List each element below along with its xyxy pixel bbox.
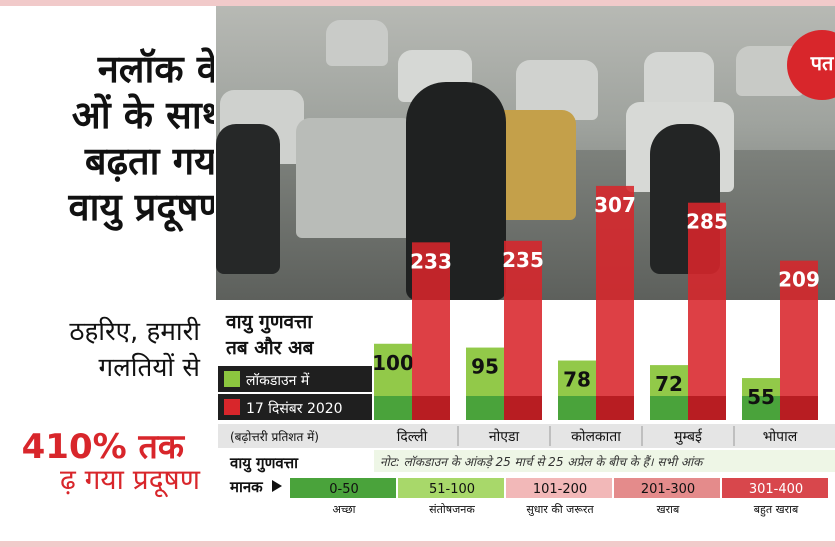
legend-label-dec17: 17 दिसंबर 2020 — [246, 400, 343, 417]
bar-base-0-4 — [742, 396, 780, 420]
triangle-arrow-icon — [272, 480, 282, 492]
data-label-1-0: 233 — [410, 249, 452, 273]
standard-label-1: संतोषजनक — [429, 503, 475, 516]
data-label-1-2: 307 — [594, 193, 636, 217]
category-label-0: दिल्ली — [397, 428, 428, 445]
note-band — [374, 450, 835, 472]
data-label-1-3: 285 — [686, 210, 728, 234]
data-label-0-1: 95 — [471, 355, 499, 379]
category-labels: दिल्ली नोएडा कोलकाता मुम्बई भोपाल — [397, 426, 798, 446]
bar-base-1-4 — [780, 396, 818, 420]
legend-item-1-bg — [218, 366, 372, 392]
standard-swatch-2 — [506, 478, 612, 498]
data-label-0-2: 78 — [563, 368, 591, 392]
standard-range-1: 51-100 — [429, 482, 475, 497]
bar-base-1-0 — [412, 396, 450, 420]
standard-title-line-2: मानक — [229, 478, 264, 496]
standard-range-3: 201-300 — [641, 482, 695, 497]
standard-swatch-3 — [614, 478, 720, 498]
standard-scale: 0-50 अच्छा 51-100 संतोषजनक 101-200 सुधार की ज… — [290, 478, 828, 517]
bar-base-0-0 — [374, 396, 412, 420]
headline-line-3: बढ़ता गया — [84, 139, 214, 183]
car-shape — [326, 20, 388, 66]
standard-title-line-1: वायु गुणवत्ता — [229, 454, 299, 473]
headline-line-4: वायु प्रदूषण — [68, 185, 214, 229]
data-label-0-4: 55 — [747, 385, 775, 409]
headline-line-2: ओं के साथ — [71, 93, 214, 137]
headline-panel: नलॉक के ओं के साथ बढ़ता गया वायु प्रदूषण… — [0, 6, 214, 541]
bar-base-1-2 — [596, 396, 634, 420]
subtext-line-2: गलतियों से — [98, 353, 200, 383]
bar-1-3 — [688, 202, 726, 420]
bar-group: 100 233 95 235 78 307 72 285 55 209 — [372, 185, 820, 420]
category-label-1: नोएडा — [489, 428, 520, 445]
standard-swatch-4 — [722, 478, 828, 498]
subtext-line-1: ठहरिए, हमारी — [69, 317, 200, 347]
headline: नलॉक के ओं के साथ बढ़ता गया वायु प्रदूषण — [0, 46, 214, 230]
bar-base-1-3 — [688, 396, 726, 420]
data-label-1-4: 209 — [778, 268, 820, 292]
legend-item-2-bg — [218, 394, 372, 420]
legend-title-line-1: वायु गुणवत्ता — [225, 311, 313, 334]
standard-label-3: खराब — [657, 503, 680, 516]
standard-range-2: 101-200 — [533, 482, 587, 497]
bar-1-1 — [504, 240, 542, 420]
headline-line-1: नलॉक के — [97, 47, 214, 91]
car-shape — [296, 118, 416, 238]
bar-1-4 — [780, 260, 818, 420]
legend-swatch-lockdown — [224, 371, 240, 387]
standard-label-4: बहुत खराब — [754, 503, 799, 517]
subtext-percent: 410% तक — [21, 427, 184, 467]
category-label-2: कोलकाता — [571, 428, 621, 445]
axis-band — [218, 424, 835, 448]
standard-label-2: सुधार की जरूरत — [526, 503, 594, 516]
legend-label-lockdown: लॉकडाउन में — [246, 372, 310, 389]
subtext-line-3: ढ़ गया प्रदूषण — [59, 463, 200, 496]
data-label-0-0: 100 — [372, 351, 414, 375]
category-label-3: मुम्बई — [674, 428, 703, 445]
footnote: नोट: लॉकडाउन के आंकड़े 25 मार्च से 25 अप… — [380, 455, 705, 469]
motorcycle-rider-shape — [216, 124, 280, 274]
data-label-0-3: 72 — [655, 372, 683, 396]
bar-base-1-1 — [504, 396, 542, 420]
bar-base-0-2 — [558, 396, 596, 420]
axis-note: (बढ़ोत्तरी प्रतिशत में) — [230, 430, 319, 444]
bar-base-0-1 — [466, 396, 504, 420]
legend-title-line-2: तब और अब — [225, 336, 315, 359]
legend-swatch-dec17 — [224, 399, 240, 415]
standard-label-0: अच्छा — [332, 503, 355, 516]
bar-base-0-3 — [650, 396, 688, 420]
standard-swatch-1 — [398, 478, 504, 498]
data-label-1-1: 235 — [502, 248, 544, 272]
standard-swatch-0 — [290, 478, 396, 498]
bar-1-2 — [596, 185, 634, 420]
standard-range-4: 301-400 — [749, 482, 803, 497]
bar-1-0 — [412, 242, 450, 420]
standard-range-0: 0-50 — [329, 482, 359, 497]
car-shape — [644, 52, 714, 106]
category-label-4: भोपाल — [763, 428, 798, 445]
brand-logo: पत — [787, 30, 835, 100]
